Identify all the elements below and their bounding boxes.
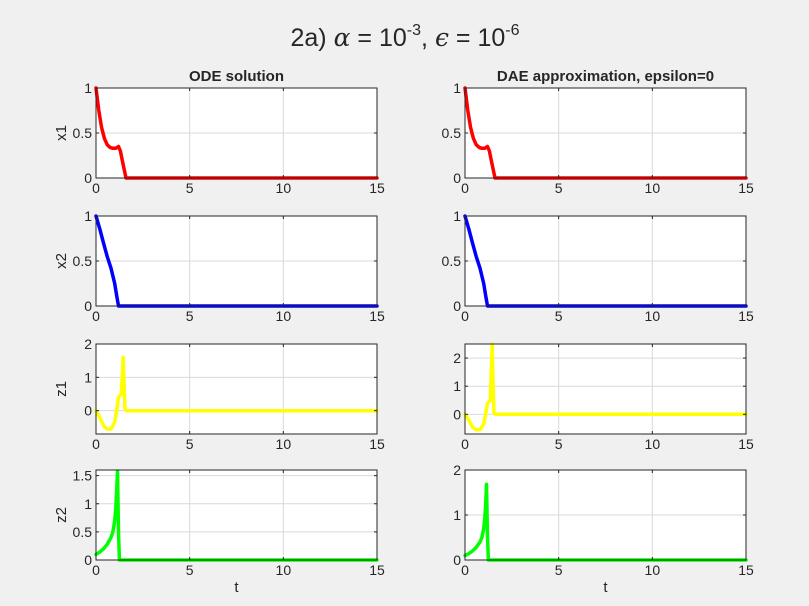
subplot-8: 0 5 10 15 0 1 2 t bbox=[453, 462, 754, 596]
y-tick-label: 1 bbox=[84, 496, 92, 512]
y-tick-label: 1 bbox=[84, 369, 92, 385]
x-tick-label: 10 bbox=[276, 562, 292, 578]
x-tick-label: 15 bbox=[738, 308, 754, 324]
series-line-z2 bbox=[463, 482, 748, 562]
y-tick-label: 0 bbox=[84, 170, 92, 186]
y-tick-label: 1 bbox=[453, 378, 461, 394]
y-tick-label: 0 bbox=[84, 552, 92, 568]
y-tick-label: 0 bbox=[453, 298, 461, 314]
x-tick-label: 10 bbox=[645, 308, 661, 324]
x-tick-label: 0 bbox=[92, 436, 100, 452]
x-tick-label: 15 bbox=[369, 562, 385, 578]
series-line-z1 bbox=[94, 355, 379, 431]
y-tick-label: 0.5 bbox=[442, 125, 462, 141]
x-tick-label: 5 bbox=[186, 180, 194, 196]
x-tick-label: 10 bbox=[276, 308, 292, 324]
series-line-z2 bbox=[94, 469, 379, 562]
x-tick-label: 5 bbox=[555, 308, 563, 324]
series-line-x2 bbox=[463, 214, 748, 308]
x-tick-label: 15 bbox=[369, 308, 385, 324]
axes-box bbox=[95, 343, 378, 435]
y-tick-label: 2 bbox=[453, 462, 461, 478]
y-tick-label: 1 bbox=[453, 208, 461, 224]
x-tick-label: 15 bbox=[738, 180, 754, 196]
series-line-z1 bbox=[463, 342, 748, 432]
x-tick-label: 0 bbox=[461, 308, 469, 324]
subplot-title: DAE approximation, epsilon=0 bbox=[497, 68, 714, 85]
x-tick-label: 0 bbox=[461, 562, 469, 578]
subplot-2: 0 5 10 15 0 0.5 1 DAE approximation, epsilon=0 bbox=[442, 68, 754, 196]
y-tick-label: 0.5 bbox=[73, 253, 93, 269]
axes-box bbox=[464, 343, 747, 435]
x-tick-label: 5 bbox=[555, 180, 563, 196]
x-tick-label: 0 bbox=[461, 180, 469, 196]
y-tick-label: 0 bbox=[453, 170, 461, 186]
y-tick-label: 1.5 bbox=[73, 468, 93, 484]
x-tick-label: 5 bbox=[555, 436, 563, 452]
axes-box bbox=[95, 469, 378, 561]
x-tick-label: 15 bbox=[738, 436, 754, 452]
subplot-1: 0 5 10 15 0 0.5 1 x1 ODE solution bbox=[53, 68, 385, 196]
y-tick-label: 0.5 bbox=[73, 125, 93, 141]
series-line-x1 bbox=[94, 86, 379, 180]
y-tick-label: 0 bbox=[453, 406, 461, 422]
x-tick-label: 15 bbox=[738, 562, 754, 578]
x-tick-label: 15 bbox=[369, 180, 385, 196]
figure-title: 2a) α = 10-3, ϵ = 10-6 bbox=[291, 22, 520, 52]
plot-area bbox=[465, 344, 746, 434]
x-tick-label: 10 bbox=[276, 436, 292, 452]
x-tick-label: 5 bbox=[186, 436, 194, 452]
x-tick-label: 10 bbox=[645, 562, 661, 578]
y-tick-label: 0 bbox=[84, 403, 92, 419]
x-tick-label: 10 bbox=[645, 436, 661, 452]
y-axis-label: x1 bbox=[53, 125, 70, 141]
subplot-5: 0 5 10 15 0 1 2 z1 bbox=[53, 336, 385, 452]
y-tick-label: 0.5 bbox=[73, 524, 93, 540]
subplot-3: 0 5 10 15 0 0.5 1 x2 bbox=[53, 208, 385, 324]
subplot-7: 0 5 10 15 0 0.5 1 1.5 z2 t bbox=[53, 468, 385, 596]
plot-area bbox=[96, 470, 377, 560]
x-tick-label: 5 bbox=[186, 562, 194, 578]
subplot-4: 0 5 10 15 0 0.5 1 bbox=[442, 208, 754, 324]
x-axis-label: t bbox=[603, 579, 608, 596]
y-axis-label: z1 bbox=[53, 381, 70, 397]
x-tick-label: 0 bbox=[92, 308, 100, 324]
y-tick-label: 1 bbox=[453, 80, 461, 96]
y-tick-label: 1 bbox=[84, 80, 92, 96]
y-tick-label: 0 bbox=[84, 298, 92, 314]
y-tick-label: 1 bbox=[84, 208, 92, 224]
y-tick-label: 2 bbox=[84, 336, 92, 352]
y-axis-label: x2 bbox=[53, 253, 70, 269]
x-tick-label: 0 bbox=[92, 180, 100, 196]
x-tick-label: 15 bbox=[369, 436, 385, 452]
plot-area bbox=[96, 344, 377, 434]
series-line-x1 bbox=[463, 86, 748, 180]
x-tick-label: 0 bbox=[92, 562, 100, 578]
series-line-x2 bbox=[94, 214, 379, 308]
y-tick-label: 0 bbox=[453, 552, 461, 568]
x-tick-label: 0 bbox=[461, 436, 469, 452]
subplot-title: ODE solution bbox=[189, 68, 284, 85]
y-tick-label: 1 bbox=[453, 507, 461, 523]
x-tick-label: 10 bbox=[645, 180, 661, 196]
subplot-6: 0 5 10 15 0 1 2 bbox=[453, 342, 754, 452]
x-tick-label: 5 bbox=[186, 308, 194, 324]
y-tick-label: 2 bbox=[453, 350, 461, 366]
x-axis-label: t bbox=[234, 579, 239, 596]
y-axis-label: z2 bbox=[53, 507, 70, 523]
x-tick-label: 5 bbox=[555, 562, 563, 578]
y-tick-label: 0.5 bbox=[442, 253, 462, 269]
x-tick-label: 10 bbox=[276, 180, 292, 196]
